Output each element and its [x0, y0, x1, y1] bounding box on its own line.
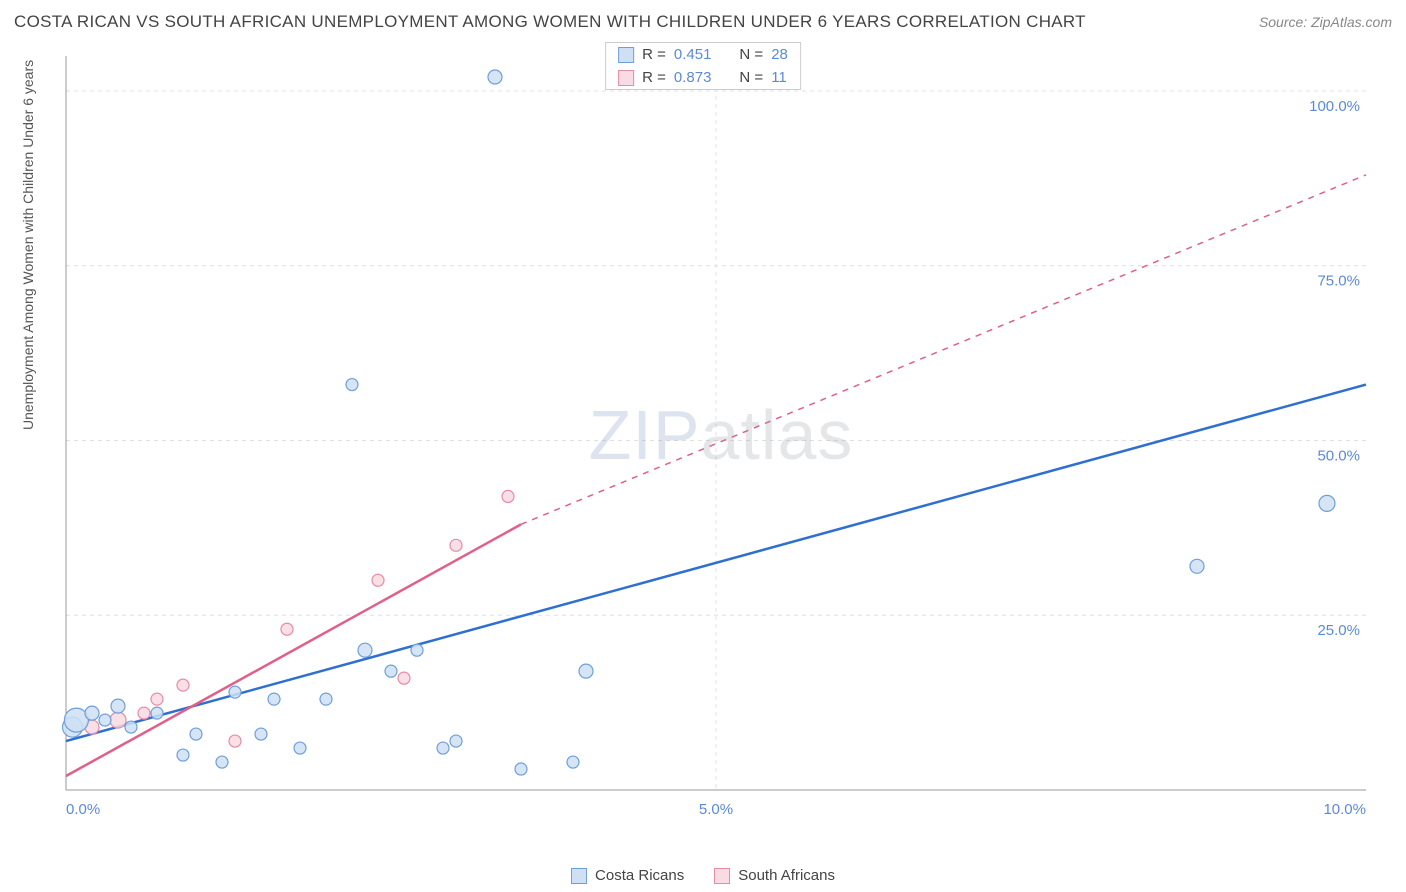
svg-text:100.0%: 100.0%: [1309, 98, 1360, 115]
legend-item-costa-ricans: Costa Ricans: [571, 867, 684, 884]
svg-text:5.0%: 5.0%: [699, 801, 733, 818]
correlation-legend: R = 0.451 N = 28 R = 0.873 N = 11: [605, 42, 801, 90]
source-label: Source: ZipAtlas.com: [1259, 14, 1392, 30]
legend-label: South Africans: [738, 867, 835, 884]
y-axis-label: Unemployment Among Women with Children U…: [20, 60, 36, 430]
legend-swatch-icon: [714, 868, 730, 884]
r-value: 0.451: [674, 46, 712, 63]
n-label: N =: [739, 46, 763, 63]
svg-text:75.0%: 75.0%: [1317, 273, 1360, 290]
legend-swatch-costa-rican: [618, 47, 634, 63]
scatter-chart-svg: 25.0% 50.0% 75.0% 100.0% 0.0% 5.0% 10.0%: [56, 50, 1386, 820]
n-value: 28: [771, 46, 788, 63]
correlation-legend-row: R = 0.873 N = 11: [606, 66, 800, 89]
legend-label: Costa Ricans: [595, 867, 684, 884]
correlation-legend-row: R = 0.451 N = 28: [606, 43, 800, 66]
n-label: N =: [739, 69, 763, 86]
legend-swatch-icon: [571, 868, 587, 884]
legend-swatch-south-african: [618, 70, 634, 86]
r-label: R =: [642, 46, 666, 63]
chart-title: COSTA RICAN VS SOUTH AFRICAN UNEMPLOYMEN…: [14, 12, 1086, 32]
r-value: 0.873: [674, 69, 712, 86]
svg-text:10.0%: 10.0%: [1323, 801, 1366, 818]
chart-area: 25.0%50.0%75.0%100.0%0.0%5.0%10.0% ZIPat…: [56, 50, 1386, 820]
r-label: R =: [642, 69, 666, 86]
legend-item-south-africans: South Africans: [714, 867, 835, 884]
series-legend: Costa Ricans South Africans: [571, 867, 835, 884]
n-value: 11: [771, 69, 787, 86]
svg-text:50.0%: 50.0%: [1317, 447, 1360, 464]
svg-text:25.0%: 25.0%: [1317, 622, 1360, 639]
svg-text:0.0%: 0.0%: [66, 801, 100, 818]
